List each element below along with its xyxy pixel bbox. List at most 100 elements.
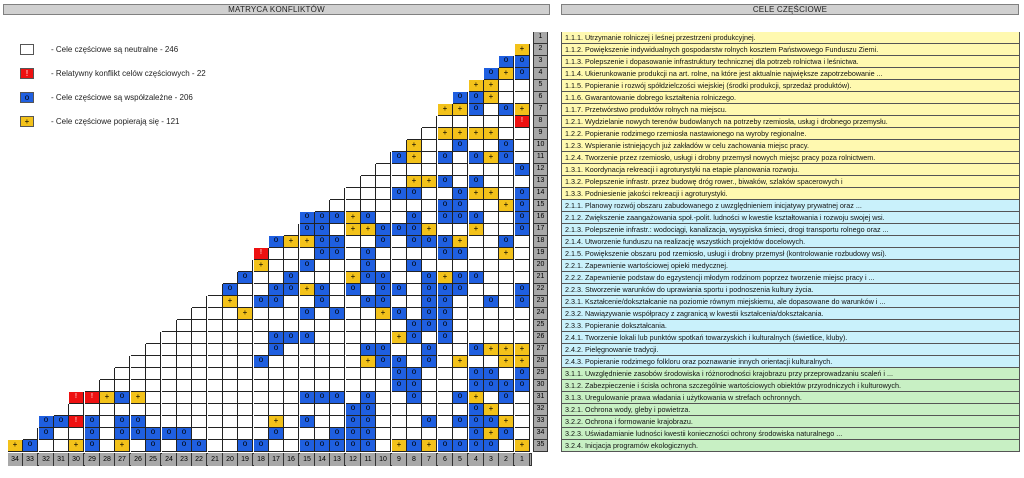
matrix-cell-interdependent: o [269,236,284,248]
matrix-cell-neutral [284,440,299,452]
matrix-cell-neutral [330,320,345,332]
matrix-cell-interdependent: o [346,428,361,440]
matrix-cell-interdependent: o [484,380,499,392]
matrix-cell-neutral [361,200,376,212]
matrix-cell-neutral [223,368,238,380]
matrix-cell-neutral [422,116,437,128]
matrix-cell-support: + [499,356,514,368]
matrix-cell-neutral [269,260,284,272]
matrix-cell-neutral [192,392,207,404]
matrix-cell-interdependent: o [484,416,499,428]
matrix-cell-neutral [208,368,223,380]
matrix-cell-neutral [115,356,130,368]
matrix-cell-neutral [177,320,192,332]
matrix-cell-interdependent: o [162,428,177,440]
matrix-cell-neutral [131,404,146,416]
matrix-cell-neutral [515,428,530,440]
goal-item: 1.3.2. Polepszenie infrastr. przez budow… [561,176,1020,188]
matrix-cell-neutral [254,380,269,392]
matrix-cell-neutral [330,344,345,356]
matrix-cell-neutral [162,320,177,332]
matrix-cell-neutral [100,440,115,452]
matrix-cell-neutral [346,344,361,356]
matrix-cell-neutral [284,368,299,380]
matrix-cell-neutral [284,248,299,260]
matrix-cell-support: + [469,128,484,140]
column-number: 30 [69,453,84,466]
matrix-cell-neutral [162,392,177,404]
matrix-cell-support: + [499,416,514,428]
goal-item: 1.3.1. Koordynacja rekreacji i agroturys… [561,164,1020,176]
matrix-cell-support: + [469,80,484,92]
matrix-cell-neutral [438,428,453,440]
matrix-cell-neutral [300,404,315,416]
matrix-cell-conflict: ! [85,392,100,404]
row-number: 17 [533,224,548,236]
matrix-cell-support: + [499,68,514,80]
matrix-cell-neutral [422,140,437,152]
column-number: 2 [499,453,514,466]
matrix-cell-neutral [346,248,361,260]
matrix-cell-neutral [407,200,422,212]
matrix-cell-interdependent: o [469,92,484,104]
goal-item: 2.1.3. Polepszenie infrastr.: wodociągi,… [561,224,1020,236]
matrix-cell-neutral [23,428,38,440]
matrix-cell-neutral [208,332,223,344]
matrix-cell-interdependent: o [300,392,315,404]
matrix-cell-neutral [177,356,192,368]
matrix-cell-support: + [469,224,484,236]
row-number: 33 [533,416,548,428]
matrix-cell-neutral [422,404,437,416]
row-number: 32 [533,404,548,416]
matrix-cell-interdependent: o [438,320,453,332]
row-number: 12 [533,164,548,176]
matrix-cell-neutral [392,392,407,404]
matrix-cell-interdependent: o [300,440,315,452]
matrix-cell-neutral [346,260,361,272]
matrix-cell-neutral [146,380,161,392]
matrix-cell-support: + [499,344,514,356]
matrix-cell-interdependent: o [499,392,514,404]
matrix-cell-support: + [438,272,453,284]
matrix-cell-neutral [407,344,422,356]
matrix-cell-support: + [453,128,468,140]
matrix-cell-interdependent: o [515,164,530,176]
matrix-cell-neutral [208,440,223,452]
matrix-cell-interdependent: o [361,260,376,272]
matrix-cell-neutral [300,356,315,368]
matrix-cell-neutral [54,404,69,416]
goal-item: 1.2.2. Popieranie rodzimego rzemiosła na… [561,128,1020,140]
column-number: 33 [23,453,38,466]
row-number: 10 [533,140,548,152]
matrix-cell-neutral [330,332,345,344]
matrix-cell-neutral [484,284,499,296]
matrix-cell-neutral [453,224,468,236]
row-number: 15 [533,200,548,212]
matrix-cell-support: + [484,152,499,164]
matrix-cell-interdependent: o [422,284,437,296]
matrix-cell-neutral [177,368,192,380]
matrix-cell-support: + [407,152,422,164]
matrix-cell-neutral [269,356,284,368]
matrix-cell-interdependent: o [407,224,422,236]
matrix-cell-neutral [208,380,223,392]
matrix-cell-neutral [69,404,84,416]
matrix-cell-neutral [376,212,391,224]
matrix-cell-neutral [300,344,315,356]
matrix-cell-interdependent: o [499,56,514,68]
matrix-cell-interdependent: o [484,440,499,452]
matrix-cell-neutral [484,116,499,128]
row-number: 20 [533,260,548,272]
matrix-cell-neutral [484,200,499,212]
row-number: 26 [533,332,548,344]
column-number: 21 [208,453,223,466]
matrix-cell-neutral [330,404,345,416]
matrix-cell-interdependent: o [238,272,253,284]
matrix-cell-neutral [346,380,361,392]
matrix-cell-interdependent: o [330,440,345,452]
matrix-cell-neutral [192,308,207,320]
row-number: 29 [533,368,548,380]
matrix-cell-interdependent: o [438,332,453,344]
matrix-cell-neutral [515,152,530,164]
matrix-cell-interdependent: o [469,344,484,356]
